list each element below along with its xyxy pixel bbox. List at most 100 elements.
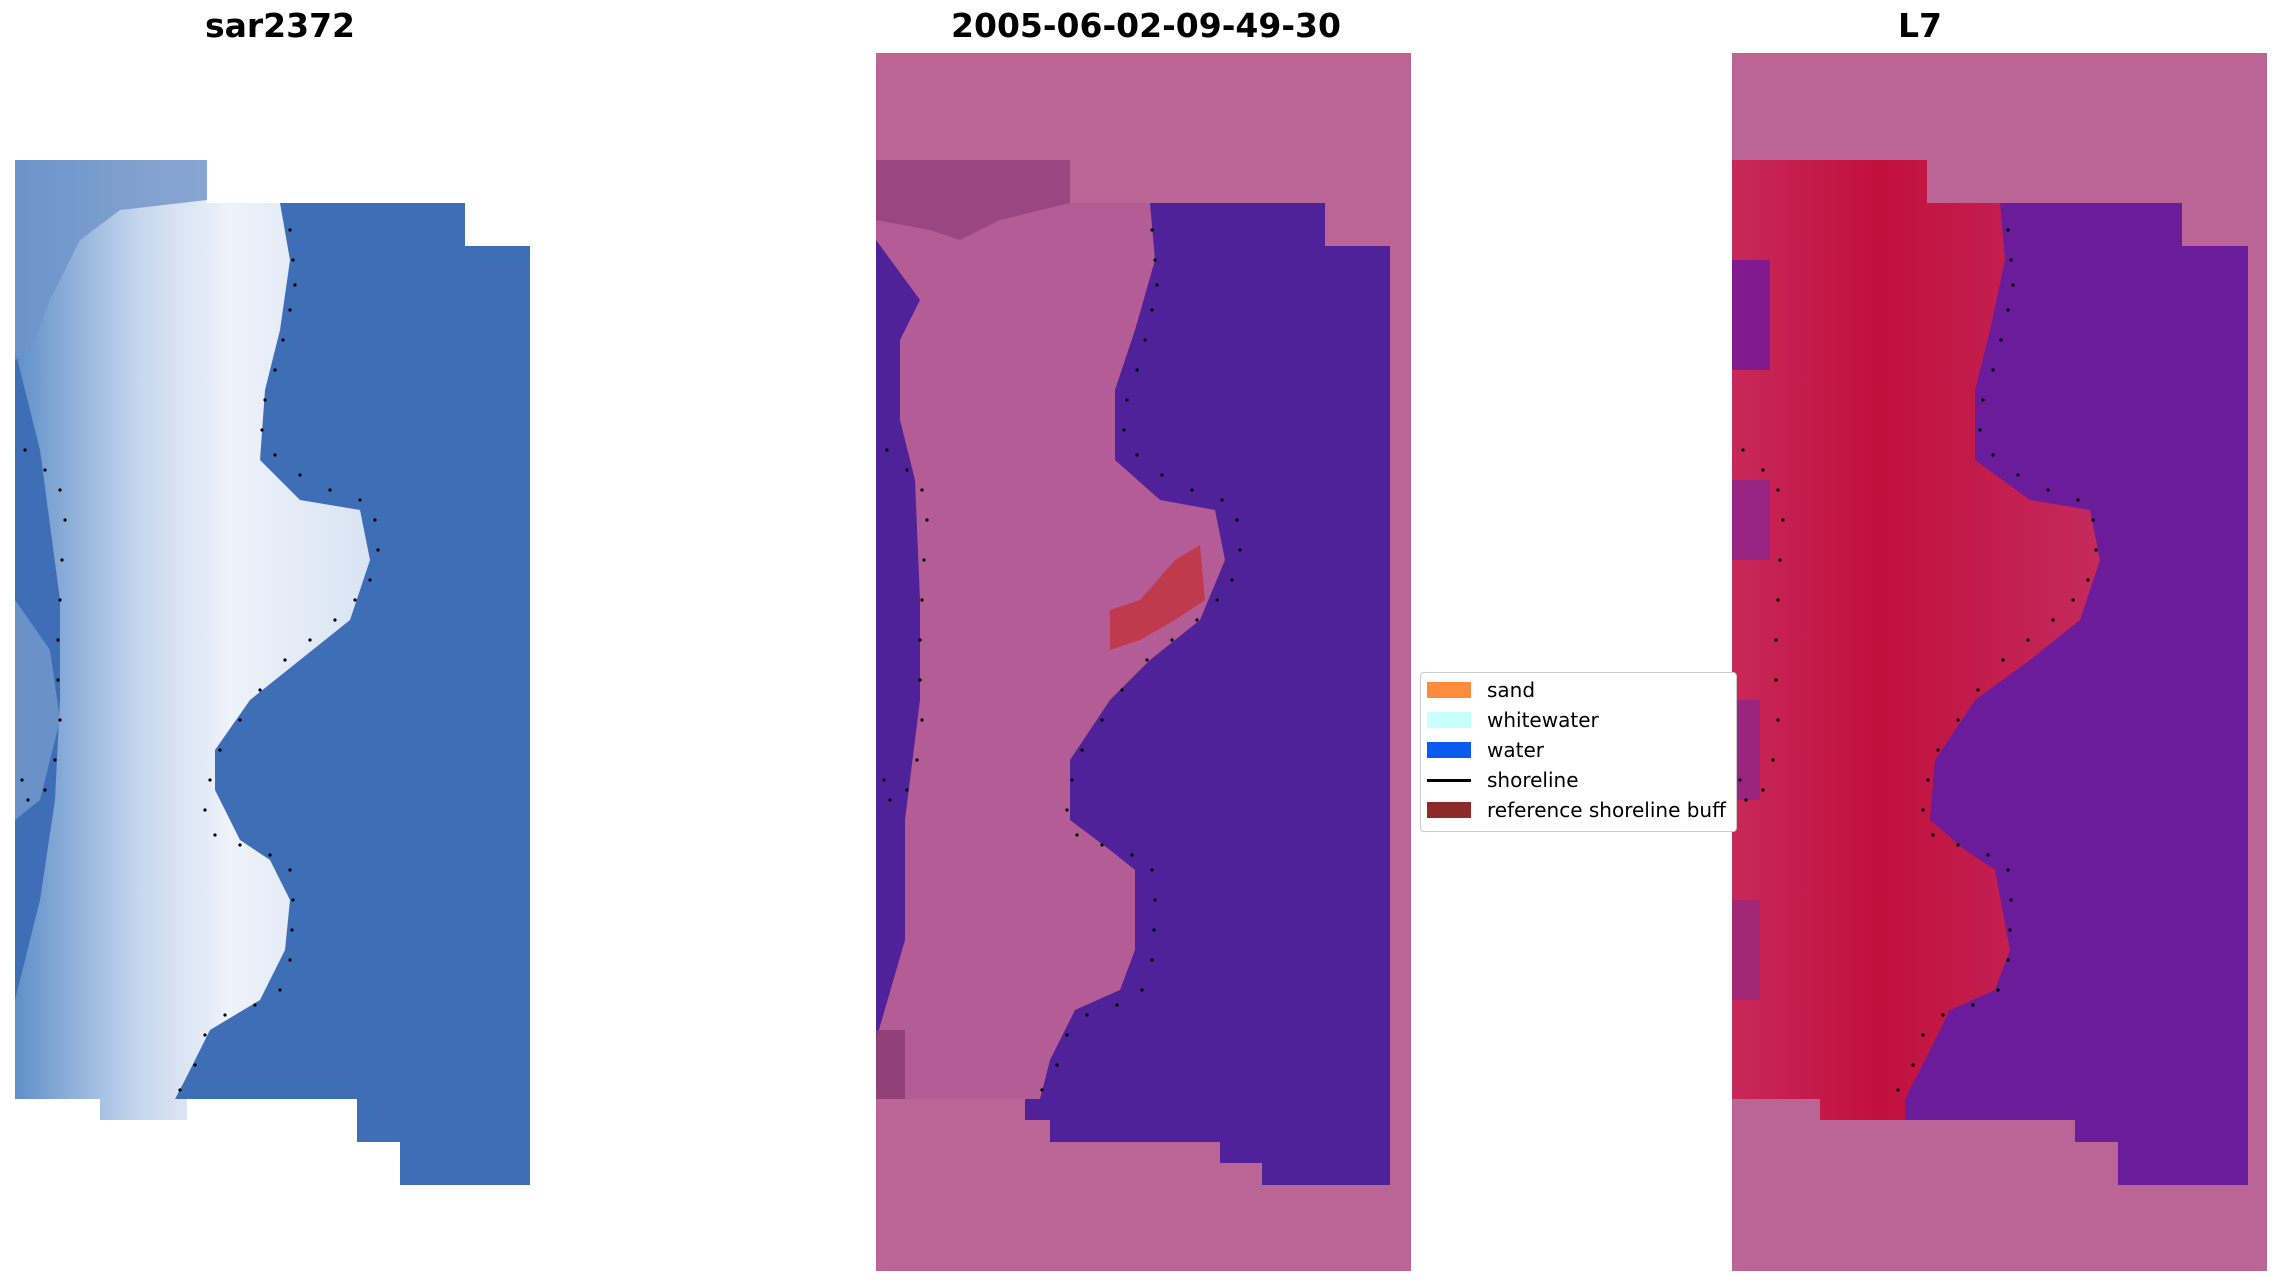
shoreline-point xyxy=(2051,618,2055,622)
shoreline-point xyxy=(1741,448,1745,452)
shoreline-point xyxy=(2006,308,2010,312)
shoreline-point xyxy=(213,833,217,837)
classified-image xyxy=(876,53,1411,1271)
shoreline-point xyxy=(2008,928,2012,932)
shoreline-point xyxy=(2091,518,2095,522)
shoreline-point xyxy=(1926,778,1930,782)
shoreline-point xyxy=(1130,853,1134,857)
shoreline-point xyxy=(1999,338,2003,342)
whitewater-swatch xyxy=(1427,712,1471,728)
shoreline-point xyxy=(43,788,47,792)
shoreline-point xyxy=(1195,618,1199,622)
shoreline-point xyxy=(1778,558,1782,562)
shoreline-point xyxy=(882,778,886,782)
legend-label-shoreline: shoreline xyxy=(1487,768,1579,792)
shoreline-point xyxy=(238,843,242,847)
shoreline-point xyxy=(1065,1033,1069,1037)
shoreline-point xyxy=(2046,488,2050,492)
shoreline-point xyxy=(1220,498,1224,502)
legend-label-water: water xyxy=(1487,738,1544,762)
shoreline-point xyxy=(1040,1088,1044,1092)
shoreline-point xyxy=(281,338,285,342)
shoreline-point xyxy=(218,748,222,752)
shoreline-point xyxy=(288,868,292,872)
shoreline-point xyxy=(1170,638,1174,642)
shoreline-point xyxy=(253,1003,257,1007)
shoreline-point xyxy=(1991,453,1995,457)
shoreline-point xyxy=(888,798,892,802)
shoreline-point xyxy=(918,678,922,682)
shoreline-point xyxy=(58,488,62,492)
shoreline-point xyxy=(23,448,27,452)
shoreline-point xyxy=(278,988,282,992)
shoreline-point xyxy=(1996,988,2000,992)
ndwi-image xyxy=(1732,53,2267,1271)
shoreline-point xyxy=(1238,548,1242,552)
shoreline-point xyxy=(2071,598,2075,602)
shoreline-point xyxy=(273,453,277,457)
shoreline-point xyxy=(1981,398,1985,402)
shoreline-point xyxy=(2006,958,2010,962)
shoreline-point xyxy=(1776,488,1780,492)
shoreline-point xyxy=(56,638,60,642)
shoreline-point xyxy=(2009,898,2013,902)
shoreline-point xyxy=(1080,748,1084,752)
shoreline-point xyxy=(1070,778,1074,782)
shoreline-point xyxy=(920,488,924,492)
shoreline-point xyxy=(376,548,380,552)
shoreline-point xyxy=(1143,338,1147,342)
shoreline-point xyxy=(60,558,64,562)
shoreline-point xyxy=(2026,638,2030,642)
shoreline-point xyxy=(1230,578,1234,582)
shoreline-point xyxy=(288,228,292,232)
shoreline-point xyxy=(1065,808,1069,812)
shoreline-point xyxy=(1976,688,1980,692)
rgb-image xyxy=(15,160,530,1185)
shoreline-point xyxy=(1140,988,1144,992)
legend-label-reference-buffer: reference shoreline buff xyxy=(1487,798,1726,822)
shoreline-point xyxy=(1776,598,1780,602)
shoreline-point xyxy=(1115,1003,1119,1007)
shoreline-point xyxy=(1956,718,1960,722)
shoreline-point xyxy=(918,638,922,642)
shoreline-point xyxy=(905,468,909,472)
shoreline-point xyxy=(1122,428,1126,432)
ndwi-land xyxy=(1732,160,2100,1120)
shoreline-point xyxy=(1150,228,1154,232)
shoreline-point xyxy=(1774,678,1778,682)
shoreline-point xyxy=(1986,853,1990,857)
shoreline-point xyxy=(1896,1088,1900,1092)
shoreline-point xyxy=(1956,843,1960,847)
shoreline-point xyxy=(2006,228,2010,232)
shoreline-point xyxy=(1055,1063,1059,1067)
shoreline-point xyxy=(2001,658,2005,662)
shoreline-point xyxy=(298,473,302,477)
shoreline-point xyxy=(291,258,295,262)
shoreline-point xyxy=(1911,1063,1915,1067)
sand-swatch xyxy=(1427,682,1471,698)
reference-buffer-overlap xyxy=(1110,545,1205,650)
shoreline-point xyxy=(1150,868,1154,872)
right-panel-title: L7 xyxy=(1898,6,1942,45)
shoreline-point xyxy=(43,468,47,472)
shoreline-point xyxy=(58,718,62,722)
shoreline-point xyxy=(358,498,362,502)
shoreline-point xyxy=(333,618,337,622)
shoreline-points xyxy=(20,228,2098,1092)
shoreline-point xyxy=(905,788,909,792)
shoreline-point xyxy=(1771,758,1775,762)
shoreline-point xyxy=(1100,718,1104,722)
shoreline-point xyxy=(2011,283,2015,287)
shoreline-point xyxy=(193,1063,197,1067)
shoreline-point xyxy=(58,598,62,602)
water-swatch xyxy=(1427,742,1471,758)
shoreline-point xyxy=(1150,958,1154,962)
shoreline-point xyxy=(2094,548,2098,552)
left-panel-title: sar2372 xyxy=(204,6,356,45)
shoreline-point xyxy=(1075,833,1079,837)
shoreline-point xyxy=(26,798,30,802)
shoreline-point xyxy=(2006,868,2010,872)
shoreline-point xyxy=(1235,518,1239,522)
shoreline-point xyxy=(1978,428,1982,432)
